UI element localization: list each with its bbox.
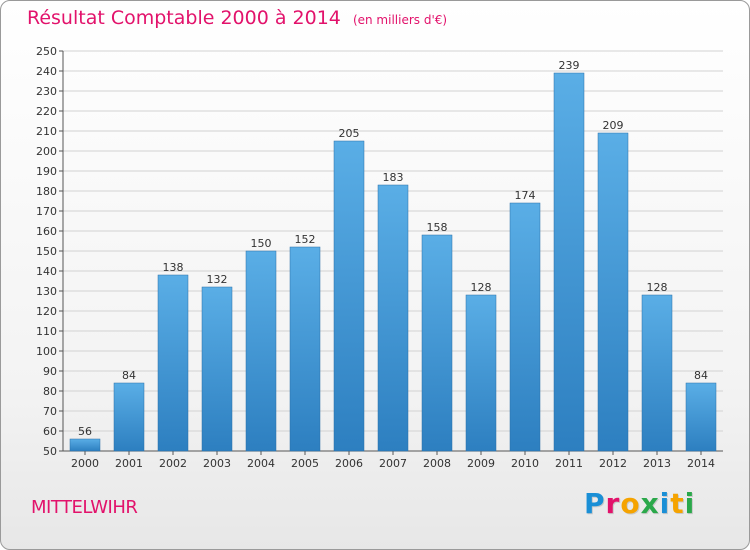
y-tick-label: 140 xyxy=(36,265,57,278)
y-tick-label: 180 xyxy=(36,185,57,198)
bar-value-label: 174 xyxy=(515,189,536,202)
bar-value-label: 84 xyxy=(694,369,708,382)
bars xyxy=(69,72,717,452)
y-tick-label: 80 xyxy=(43,385,57,398)
y-tick-label: 170 xyxy=(36,205,57,218)
city-name: MITTELWIHR xyxy=(31,497,138,518)
bar-2004 xyxy=(245,250,277,452)
y-tick-label: 110 xyxy=(36,325,57,338)
logo-letter: i xyxy=(659,487,671,520)
logo-letter: P xyxy=(584,487,606,520)
y-tick-label: 190 xyxy=(36,165,57,178)
bar-value-label: 132 xyxy=(207,273,228,286)
bar-value-label: 152 xyxy=(295,233,316,246)
y-tick-label: 50 xyxy=(43,445,57,458)
bar-2011 xyxy=(553,72,585,452)
x-tick-label: 2013 xyxy=(643,457,671,470)
bar-2009 xyxy=(465,294,497,452)
bar-2001 xyxy=(113,382,145,452)
bar-value-label: 128 xyxy=(471,281,492,294)
bar-2013 xyxy=(641,294,673,452)
axes: 50 60 70 80 90 100 110 120 130 140 150 160 170 180 190… xyxy=(36,45,723,470)
bar-value-label: 239 xyxy=(559,59,580,72)
data-labels: 56 84 138 132 150 152 205 183 158 128 174 239 209 128… xyxy=(78,59,708,438)
proxiti-logo: Proxiti xyxy=(584,487,695,520)
chart-title: Résultat Comptable 2000 à 2014 (en milli… xyxy=(27,7,447,29)
x-tick-label: 2010 xyxy=(511,457,539,470)
y-tick-label: 100 xyxy=(36,345,57,358)
y-tick-label: 150 xyxy=(36,245,57,258)
bar-2002 xyxy=(157,274,189,452)
bar-2005 xyxy=(289,246,321,452)
bar-value-label: 84 xyxy=(122,369,136,382)
bar-value-label: 128 xyxy=(647,281,668,294)
y-tick-label: 160 xyxy=(36,225,57,238)
bar-value-label: 138 xyxy=(163,261,184,274)
logo-letter: x xyxy=(640,487,660,520)
bar-2008 xyxy=(421,234,453,452)
chart-title-text: Résultat Comptable 2000 à 2014 xyxy=(27,7,341,29)
bar-2000 xyxy=(69,438,101,452)
x-tick-label: 2003 xyxy=(203,457,231,470)
x-tick-label: 2011 xyxy=(555,457,583,470)
y-tick-label: 60 xyxy=(43,425,57,438)
bar-2003 xyxy=(201,286,233,452)
x-tick-label: 2008 xyxy=(423,457,451,470)
bar-value-label: 158 xyxy=(427,221,448,234)
y-tick-label: 130 xyxy=(36,285,57,298)
y-tick-label: 250 xyxy=(36,45,57,58)
logo-letter: t xyxy=(670,487,685,520)
y-tick-label: 90 xyxy=(43,365,57,378)
x-tick-label: 2012 xyxy=(599,457,627,470)
x-tick-label: 2001 xyxy=(115,457,143,470)
x-tick-label: 2005 xyxy=(291,457,319,470)
y-tick-label: 240 xyxy=(36,65,57,78)
bar-2012 xyxy=(597,132,629,452)
bar-value-label: 150 xyxy=(251,237,272,250)
x-tick-label: 2009 xyxy=(467,457,495,470)
y-tick-label: 120 xyxy=(36,305,57,318)
x-tick-label: 2000 xyxy=(71,457,99,470)
bar-value-label: 209 xyxy=(603,119,624,132)
bar-value-label: 183 xyxy=(383,171,404,184)
x-tick-label: 2004 xyxy=(247,457,275,470)
chart-unit: (en milliers d'€) xyxy=(352,13,448,27)
x-tick-label: 2006 xyxy=(335,457,363,470)
logo-letter: i xyxy=(684,487,696,520)
bar-value-label: 205 xyxy=(339,127,360,140)
y-tick-label: 70 xyxy=(43,405,57,418)
y-tick-label: 220 xyxy=(36,105,57,118)
bar-2007 xyxy=(377,184,409,452)
y-tick-label: 210 xyxy=(36,125,57,138)
logo-letter: r xyxy=(605,487,621,520)
x-tick-label: 2002 xyxy=(159,457,187,470)
bar-value-label: 56 xyxy=(78,425,92,438)
bar-2006 xyxy=(333,140,365,452)
x-tick-label: 2007 xyxy=(379,457,407,470)
x-tick-label: 2014 xyxy=(687,457,715,470)
logo-letter: o xyxy=(620,487,641,520)
bar-2014 xyxy=(685,382,717,452)
y-tick-label: 200 xyxy=(36,145,57,158)
y-tick-label: 230 xyxy=(36,85,57,98)
bar-2010 xyxy=(509,202,541,452)
